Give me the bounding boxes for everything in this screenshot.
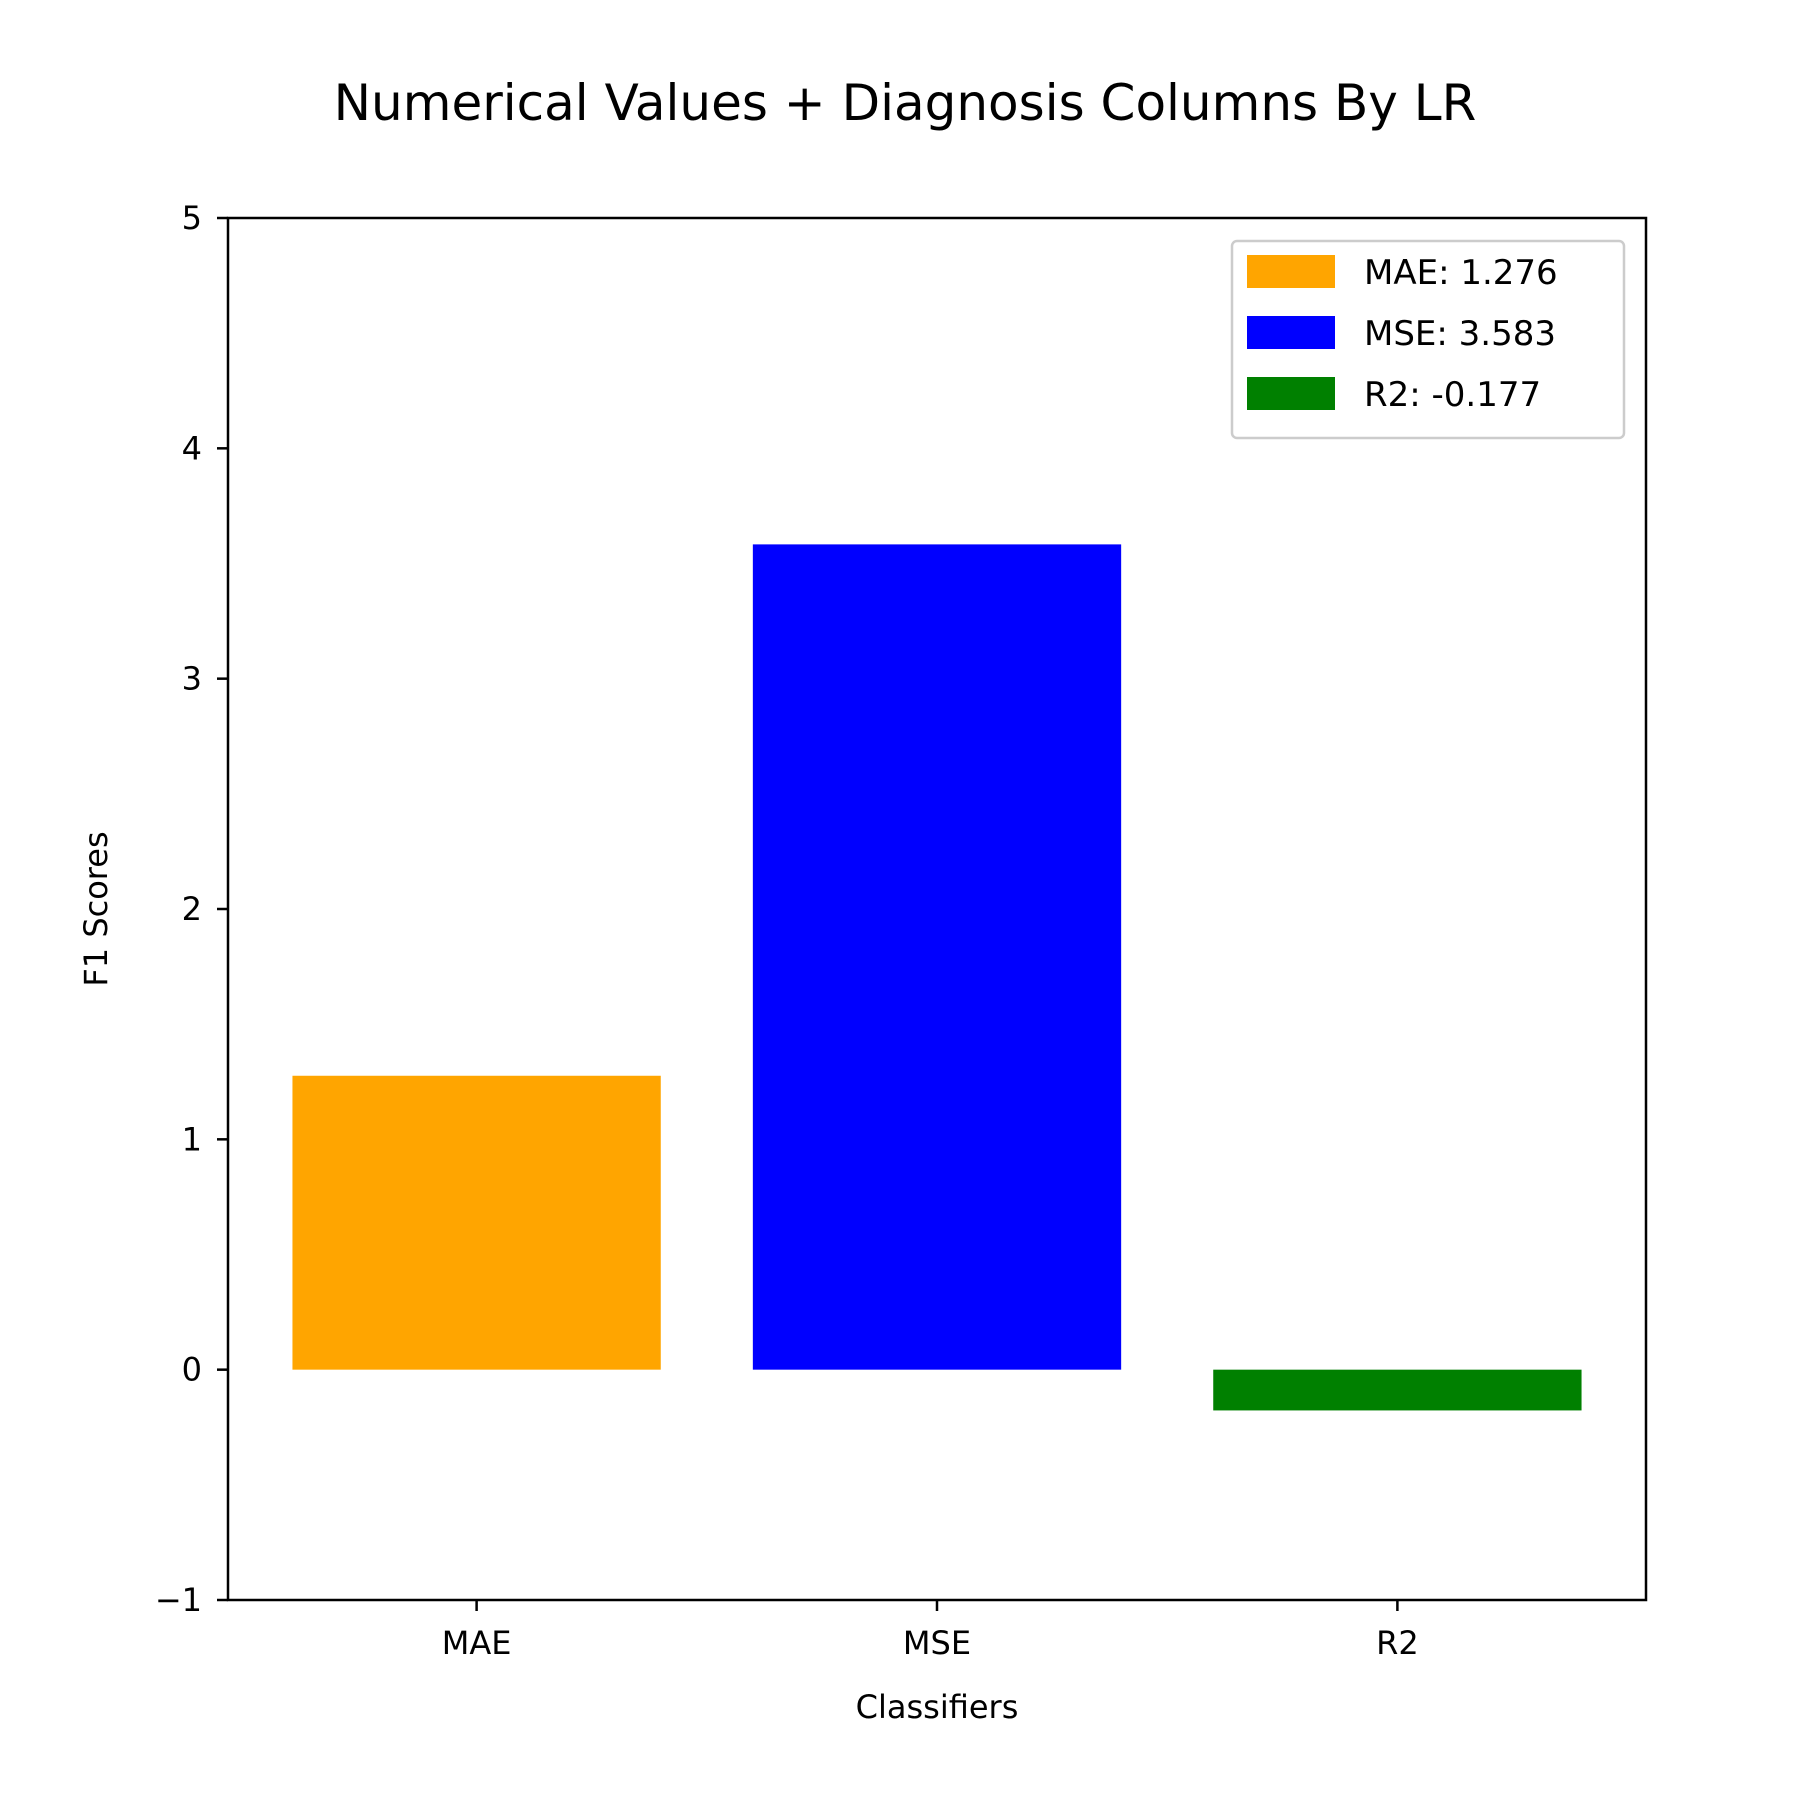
y-tick-label: 0	[182, 1351, 202, 1389]
legend-label: R2: -0.177	[1364, 375, 1541, 415]
plot-frame	[226, 216, 1648, 1602]
x-tick-label: R2	[1376, 1624, 1419, 1662]
x-tick-label: MAE	[442, 1624, 512, 1662]
legend-swatch	[1247, 316, 1335, 349]
y-tick-label: −1	[155, 1581, 202, 1619]
y-tick-label: 2	[182, 890, 202, 928]
chart-title: Numerical Values + Diagnosis Columns By …	[334, 74, 1477, 132]
bar-mae	[292, 1075, 661, 1370]
legend: MAE: 1.276 MSE: 3.583 R2: -0.177	[1230, 239, 1626, 440]
x-tick-label: MSE	[903, 1624, 971, 1662]
x-axis-label: Classifiers	[856, 1688, 1019, 1726]
legend-swatch	[1247, 255, 1335, 288]
y-axis-ticks: −1 0 1 2 3 4 5	[155, 199, 228, 1619]
bar-mse	[752, 544, 1122, 1370]
bars-layer	[292, 544, 1582, 1411]
y-tick-label: 1	[182, 1120, 202, 1158]
legend-label: MAE: 1.276	[1364, 253, 1558, 293]
y-axis-label: F1 Scores	[77, 831, 115, 986]
y-tick-label: 5	[182, 199, 202, 237]
legend-label: MSE: 3.583	[1364, 314, 1556, 354]
y-tick-label: 3	[182, 660, 202, 698]
bar-r2	[1213, 1369, 1582, 1411]
legend-swatch	[1247, 377, 1335, 410]
x-axis-ticks: MAE MSE R2	[442, 1600, 1419, 1662]
y-tick-label: 4	[182, 429, 202, 467]
